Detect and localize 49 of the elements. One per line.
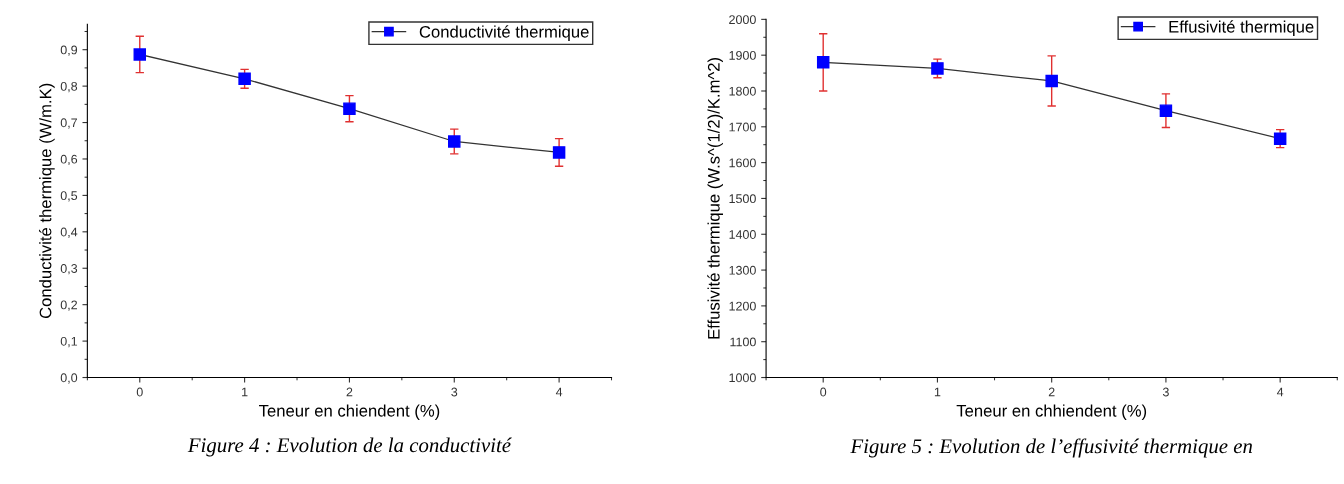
y-tick-label: 0,0 (60, 373, 78, 384)
y-tick-label: 0,9 (60, 45, 78, 56)
x-tick-label: 4 (555, 387, 563, 397)
y-tick-label: 0,2 (60, 300, 78, 311)
point (448, 135, 461, 148)
point (1045, 74, 1058, 88)
y-tick-label: 1900 (729, 50, 756, 60)
y-tick-label: 0,6 (60, 154, 78, 166)
point (816, 56, 830, 69)
point (133, 48, 147, 61)
x-tick-label: 0 (136, 387, 143, 397)
y-tick-label: 0,4 (60, 227, 78, 238)
point (1273, 132, 1287, 145)
y-tick-label: 0,1 (60, 336, 78, 348)
y-tick-label: 1800 (729, 86, 756, 96)
point (1159, 104, 1173, 117)
y-tick-label: 1000 (729, 373, 756, 383)
legend-label: Conductivité thermique (419, 25, 589, 41)
y-tick-label: 1100 (730, 337, 756, 347)
x-tick-label: 2 (346, 387, 353, 397)
x-tick-label: 1 (934, 387, 941, 397)
y-tick-label: 1700 (729, 122, 756, 132)
y-tick-label: 1400 (729, 230, 756, 239)
x-axis-title: Teneur en chhiendent (%) (956, 404, 1147, 420)
x-tick-label: 4 (1276, 387, 1284, 397)
y-tick-label: 2000 (729, 15, 756, 25)
caption: Figure 4 : Evolution de la conductivité (187, 437, 512, 457)
point (552, 146, 566, 159)
y-axis-title: Effusivité thermique (W.s^(1/2)/K.m^2) (707, 57, 723, 339)
y-tick-label: 0,8 (60, 81, 78, 93)
point (343, 102, 356, 115)
y-tick-label: 0,5 (60, 191, 78, 202)
x-tick-label: 1 (242, 387, 248, 397)
caption: Figure 5 : Evolution de l’effusivité thermique en (850, 438, 1253, 458)
y-tick-label: 1600 (729, 158, 756, 168)
point (931, 62, 944, 75)
y-tick-label: 1300 (729, 265, 756, 275)
y-tick-label: 1500 (729, 194, 756, 204)
x-tick-label: 2 (1048, 387, 1055, 397)
y-tick-label: 0,3 (60, 264, 78, 275)
x-tick-label: 3 (1162, 387, 1169, 397)
x-tick-label: 0 (820, 387, 827, 397)
point (238, 72, 251, 86)
y-tick-label: 1200 (729, 301, 756, 311)
x-tick-label: 3 (451, 387, 458, 397)
x-axis-title: Teneur en chiendent (%) (259, 404, 440, 420)
legend-label: Effusivité thermique (1169, 20, 1314, 37)
y-axis-title: Conductivité thermique (W/m.K) (38, 83, 55, 319)
y-tick-label: 0,7 (60, 118, 78, 129)
